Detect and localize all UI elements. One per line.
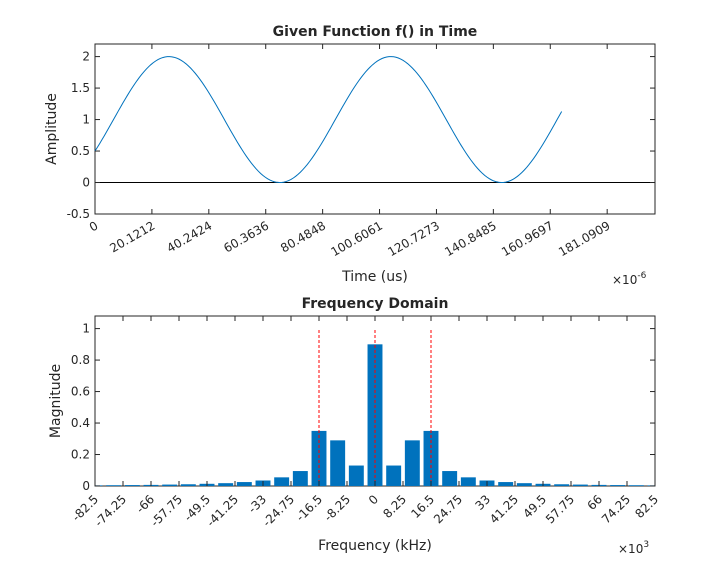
frequency-x-tick-label: -57.75 bbox=[148, 492, 185, 529]
frequency-bar bbox=[348, 465, 364, 486]
frequency-x-tick-label: 82.5 bbox=[632, 492, 661, 521]
time-y-axis-label: Amplitude bbox=[44, 93, 60, 165]
time-x-exponent: ×10-6 bbox=[612, 271, 647, 287]
frequency-bar bbox=[106, 485, 122, 486]
time-x-exponent-base: ×10 bbox=[612, 273, 637, 287]
frequency-y-tick-label: 0.4 bbox=[71, 416, 90, 430]
frequency-bar bbox=[180, 484, 196, 486]
time-plot-axes bbox=[94, 43, 656, 215]
frequency-plot-title: Frequency Domain bbox=[302, 296, 449, 312]
frequency-plot-content bbox=[95, 330, 655, 486]
frequency-x-tick-label: 24.75 bbox=[431, 492, 465, 526]
frequency-y-tick-label: 0 bbox=[82, 479, 90, 493]
frequency-plot: Frequency Domain -82.5-74.25 -66-57.75-49… bbox=[48, 296, 661, 556]
frequency-bar bbox=[498, 482, 514, 486]
frequency-x-tick-label: 41.25 bbox=[487, 492, 521, 526]
frequency-bar bbox=[404, 440, 420, 486]
frequency-x-tick-label: 57.75 bbox=[543, 492, 577, 526]
frequency-bar bbox=[162, 484, 178, 486]
time-y-tick-label: 1 bbox=[82, 113, 90, 127]
frequency-y-tick-label: 0.6 bbox=[71, 385, 90, 399]
time-x-tick-label: 160.9697 bbox=[499, 218, 556, 259]
frequency-x-tick-label: -66 bbox=[133, 492, 157, 516]
frequency-x-tick-label: 33 bbox=[472, 492, 493, 513]
frequency-x-tick-label: 74.25 bbox=[599, 492, 633, 526]
time-x-exponent-power: -6 bbox=[637, 271, 646, 281]
time-x-axis-label: Time (us) bbox=[341, 269, 408, 285]
time-x-tick-label: 20.1212 bbox=[107, 218, 157, 255]
time-x-tick-label: 40.2424 bbox=[164, 218, 214, 255]
frequency-bar bbox=[386, 465, 402, 486]
frequency-bar bbox=[311, 430, 327, 486]
time-y-tick-label: 0 bbox=[82, 176, 90, 190]
frequency-x-tick-label: 0 bbox=[366, 492, 381, 507]
time-x-tick-label: 120.7273 bbox=[385, 218, 442, 259]
frequency-y-axis-label: Magnitude bbox=[48, 364, 64, 438]
frequency-bar bbox=[274, 477, 290, 486]
frequency-x-tick-label: -33 bbox=[245, 492, 269, 516]
frequency-x-exponent-base: ×10 bbox=[618, 542, 643, 556]
time-y-tick-label: 1.5 bbox=[71, 81, 90, 95]
frequency-x-tick-label: -74.25 bbox=[92, 492, 129, 529]
frequency-bar bbox=[124, 485, 140, 486]
frequency-bar bbox=[330, 440, 346, 486]
time-plot-title: Given Function f() in Time bbox=[273, 24, 478, 40]
time-x-tick-label: 140.8485 bbox=[442, 218, 499, 259]
frequency-bar bbox=[236, 482, 252, 486]
frequency-bar bbox=[460, 477, 476, 486]
frequency-x-tick-label: 8.25 bbox=[380, 492, 409, 521]
frequency-x-tick-label: -24.75 bbox=[260, 492, 297, 529]
frequency-x-axis-label: Frequency (kHz) bbox=[318, 538, 432, 554]
time-y-tick-label: -0.5 bbox=[67, 207, 90, 221]
frequency-bar bbox=[610, 485, 626, 486]
frequency-x-tick-label: 66 bbox=[584, 492, 605, 513]
frequency-bar bbox=[442, 471, 458, 486]
time-y-tick-label: 2 bbox=[82, 50, 90, 64]
time-x-tick-label: 100.6061 bbox=[328, 218, 385, 259]
frequency-bar bbox=[516, 483, 532, 486]
frequency-bar bbox=[572, 484, 588, 486]
time-x-tick-label: 181.0909 bbox=[556, 218, 613, 259]
time-plot-content bbox=[94, 56, 655, 184]
time-y-tick-label: 0.5 bbox=[71, 144, 90, 158]
time-y-ticks: -0.5 0 0.5 1 1.5 2 bbox=[67, 50, 655, 221]
frequency-x-tick-label: -8.25 bbox=[321, 492, 353, 524]
frequency-y-ticks: 0 0.2 0.4 0.6 0.8 1 bbox=[71, 322, 655, 493]
signal-series-line bbox=[94, 56, 563, 184]
frequency-bar bbox=[554, 484, 570, 486]
time-plot: Given Function f() in Time 0 20.1212 40.24… bbox=[44, 24, 656, 287]
frequency-bar bbox=[628, 485, 644, 486]
time-x-tick-label: 80.4848 bbox=[278, 218, 328, 255]
time-x-tick-label: 60.3636 bbox=[221, 218, 271, 255]
frequency-bar bbox=[218, 483, 234, 486]
frequency-x-exponent-power: 3 bbox=[643, 540, 649, 550]
frequency-x-exponent: ×103 bbox=[618, 540, 649, 556]
frequency-bar bbox=[292, 471, 308, 486]
frequency-bar bbox=[423, 430, 439, 486]
frequency-y-tick-label: 0.2 bbox=[71, 448, 90, 462]
frequency-x-tick-label: -41.25 bbox=[204, 492, 241, 529]
frequency-y-tick-label: 1 bbox=[82, 322, 90, 336]
frequency-y-tick-label: 0.8 bbox=[71, 353, 90, 367]
frequency-x-tick-label: -16.5 bbox=[293, 492, 325, 524]
